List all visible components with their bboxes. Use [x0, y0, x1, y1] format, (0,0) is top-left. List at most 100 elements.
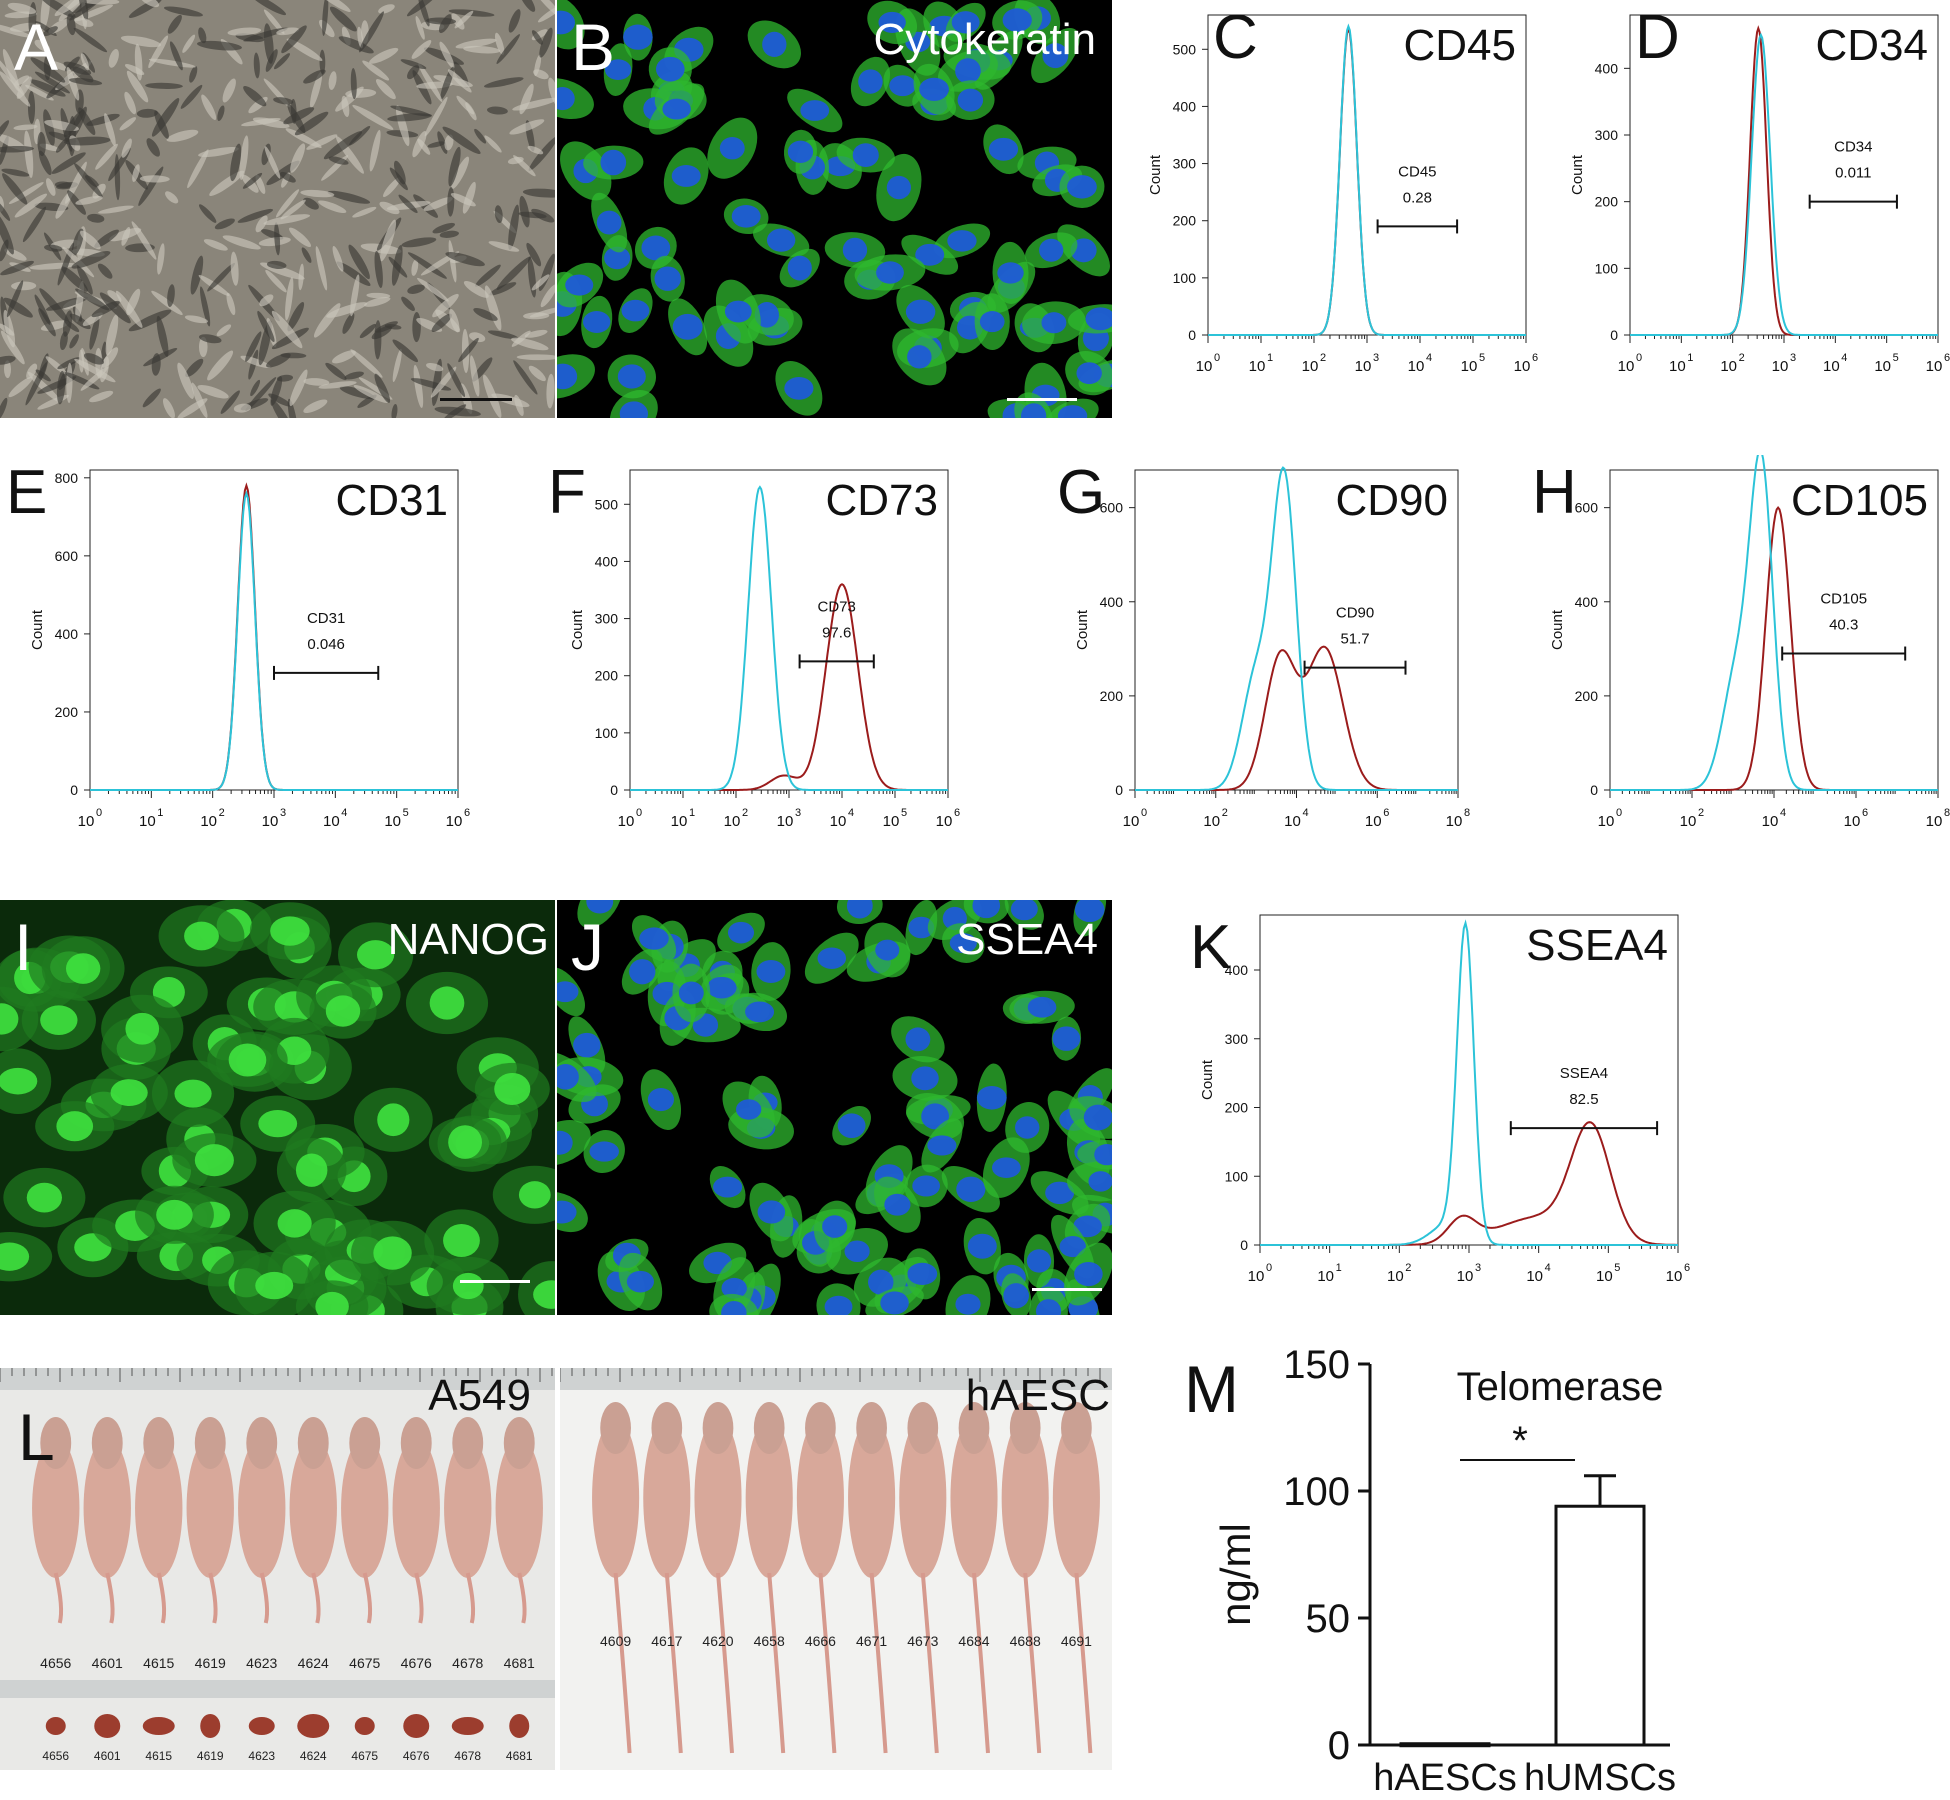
x-tick-exponent: 4 — [341, 807, 347, 819]
cell — [526, 242, 542, 267]
cell — [303, 378, 330, 386]
x-tick-label: 10 — [1666, 1268, 1683, 1285]
y-tick-label: 500 — [595, 496, 619, 512]
nucleus — [846, 900, 873, 919]
cell — [230, 143, 242, 182]
cell — [519, 0, 536, 12]
nucleus — [0, 1067, 38, 1095]
nucleus — [533, 1280, 555, 1309]
mouse-id-label: 4666 — [805, 1633, 836, 1649]
cell — [2, 48, 20, 92]
gate-label: CD34 — [1834, 139, 1872, 156]
y-tick-label: 500 — [1173, 41, 1197, 57]
y-tick-label: 0 — [1115, 782, 1123, 798]
cell — [68, 77, 103, 86]
y-tick-label: 400 — [595, 553, 619, 569]
cell — [540, 284, 555, 308]
mouse-body — [495, 1438, 543, 1578]
x-tick-label: 10 — [1874, 358, 1891, 375]
mouse-id-label: 4688 — [1010, 1633, 1041, 1649]
cell — [287, 398, 298, 418]
nucleus — [678, 981, 704, 1005]
y-tick-label: 800 — [55, 470, 79, 486]
cell — [496, 256, 532, 290]
y-tick-label: 300 — [1595, 127, 1619, 143]
mouse-head — [1009, 1402, 1041, 1454]
y-tick-label: 400 — [1100, 594, 1124, 610]
nucleus — [0, 1003, 19, 1035]
cell — [494, 32, 505, 55]
x-tick-exponent: 6 — [1532, 352, 1538, 364]
cell — [412, 130, 427, 158]
cell — [89, 390, 114, 403]
cell — [197, 385, 229, 399]
mouse-head — [958, 1402, 990, 1454]
nucleus — [228, 1043, 267, 1077]
mouse-id-label: 4691 — [1061, 1633, 1092, 1649]
cell — [391, 245, 403, 286]
nucleus — [842, 237, 868, 263]
cell — [16, 76, 32, 99]
mouse-tail — [259, 1572, 270, 1624]
cell — [34, 39, 51, 52]
cell — [426, 17, 457, 25]
cell — [447, 187, 455, 217]
cell — [271, 399, 295, 418]
cell — [449, 308, 460, 333]
x-tick-label: 10 — [323, 813, 340, 830]
x-tick-label: 10 — [1762, 813, 1779, 830]
cell — [253, 52, 260, 79]
mouse-head — [651, 1402, 683, 1454]
cell — [285, 277, 294, 321]
cell — [132, 164, 140, 182]
y-axis-label: Count — [1569, 154, 1586, 195]
nucleus — [1059, 1235, 1086, 1258]
cell — [274, 222, 281, 256]
cell — [226, 292, 236, 316]
y-tick-label: 400 — [1575, 594, 1599, 610]
y-tick-label: 100 — [1225, 1168, 1249, 1184]
cell — [407, 65, 420, 80]
cell — [29, 262, 77, 270]
cell — [273, 97, 294, 105]
nucleus — [1035, 1299, 1062, 1315]
x-tick-exponent: 4 — [1302, 807, 1308, 819]
cell — [523, 312, 550, 320]
x-tick-label: 10 — [1123, 813, 1140, 830]
y-tick-label: 400 — [1225, 962, 1249, 978]
cell — [528, 365, 546, 382]
nucleus — [837, 1113, 866, 1139]
cell — [185, 358, 204, 378]
nucleus — [647, 1088, 674, 1112]
mouse-tail — [105, 1572, 115, 1624]
cell — [328, 71, 337, 90]
nucleus — [40, 1005, 78, 1035]
mouse-id-label: 4684 — [958, 1633, 989, 1649]
panel-label-a: A — [14, 10, 59, 84]
nucleus — [315, 1291, 349, 1315]
nucleus — [270, 916, 310, 946]
cell — [326, 302, 368, 318]
nucleus — [757, 1200, 786, 1224]
scale-bar — [1007, 398, 1077, 401]
gate-label: CD31 — [307, 610, 345, 627]
control-histogram-line — [1135, 466, 1458, 791]
cell — [131, 221, 157, 260]
cell — [146, 138, 160, 157]
mouse-id-label: 4609 — [600, 1633, 631, 1649]
x-tick-exponent: 1 — [689, 807, 695, 819]
nucleus — [1015, 1116, 1040, 1139]
nucleus — [889, 75, 916, 97]
y-tick-label: 150 — [1283, 1343, 1350, 1387]
cell — [143, 348, 178, 367]
cell — [214, 218, 235, 230]
mouse-id-label: 4620 — [702, 1633, 733, 1649]
nucleus — [967, 1233, 997, 1259]
control-histogram-line — [1610, 455, 1938, 791]
nucleus — [949, 933, 977, 954]
nucleus — [621, 299, 650, 322]
mouse-tail — [362, 1572, 373, 1624]
x-tick-exponent: 2 — [1405, 1262, 1411, 1274]
cell — [450, 193, 476, 207]
tumor-id-label: 4601 — [94, 1749, 121, 1763]
